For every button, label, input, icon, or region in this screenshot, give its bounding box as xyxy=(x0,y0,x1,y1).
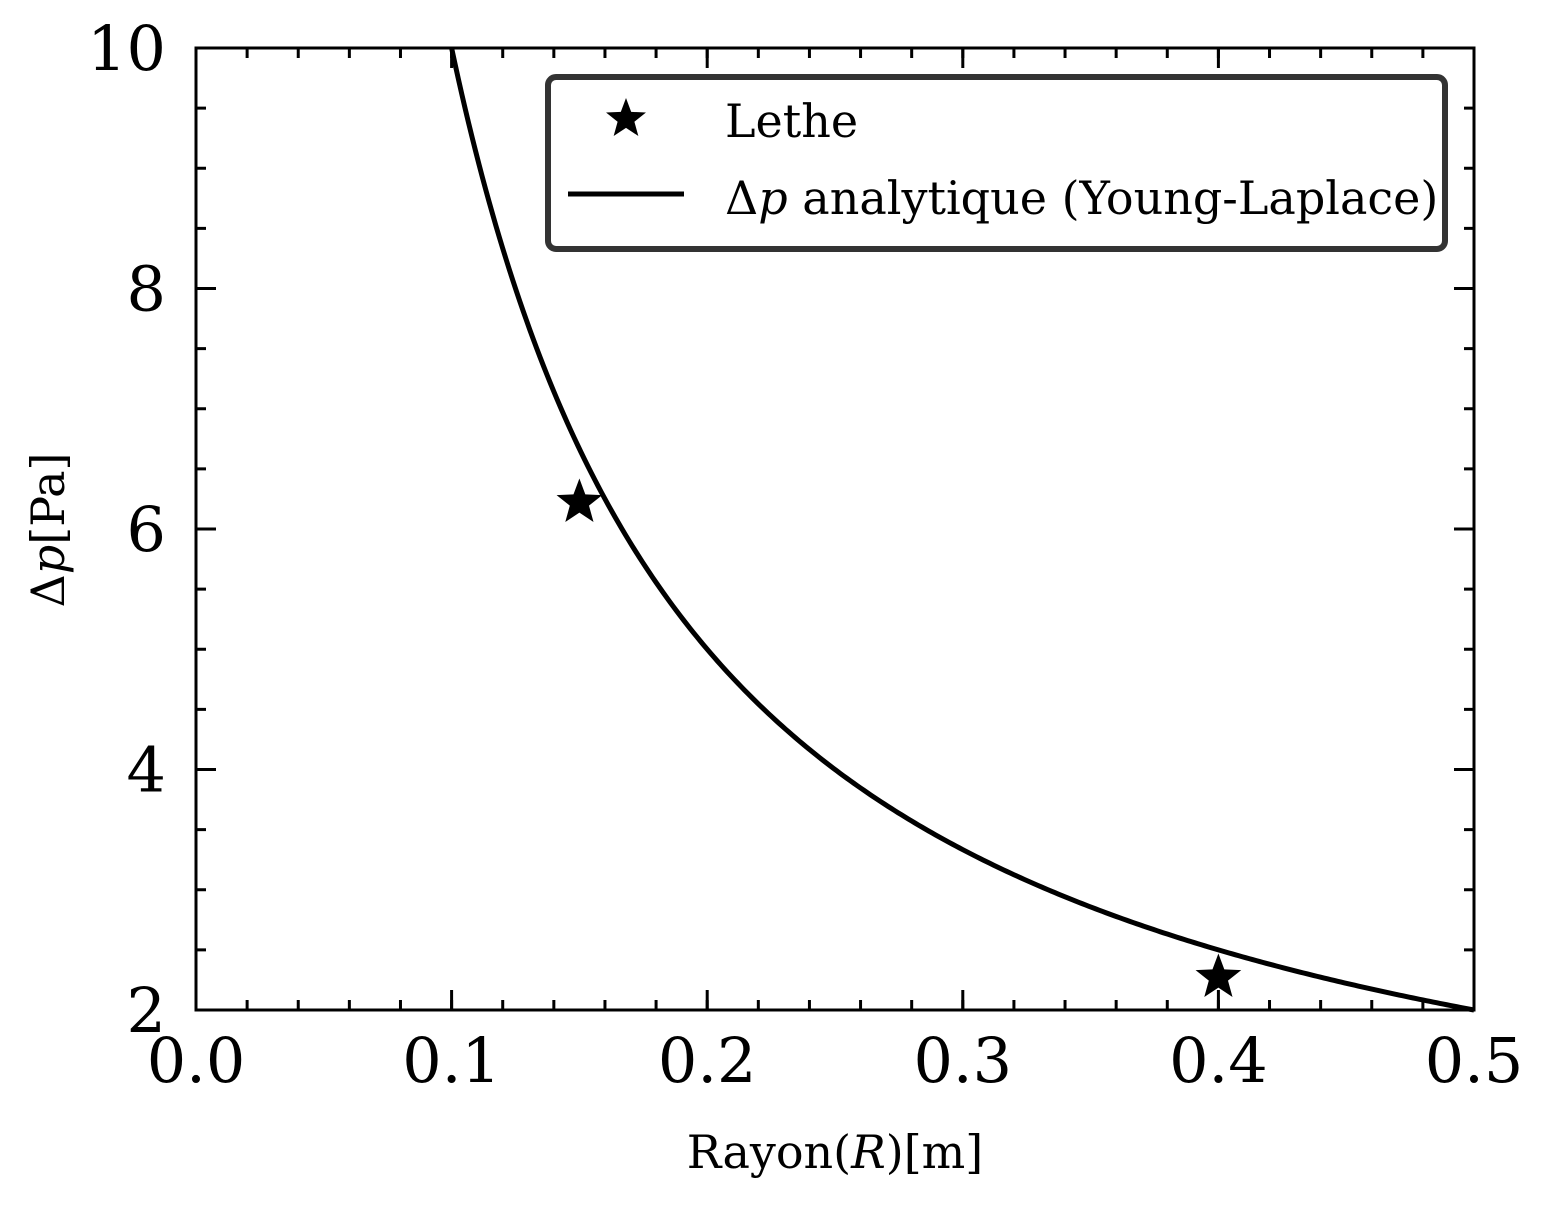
legend-analytic-prefix: Δ xyxy=(725,171,758,225)
x-tick-label: 0.1 xyxy=(402,1024,501,1097)
y-axis-label-var: p xyxy=(21,545,75,574)
y-axis-label-suffix: [Pa] xyxy=(21,453,75,545)
legend-analytic-var: p xyxy=(758,171,787,225)
x-tick-label: 0.3 xyxy=(913,1024,1012,1097)
legend-star-marker xyxy=(606,98,646,136)
series-point-lethe xyxy=(556,478,603,522)
y-axis-label-prefix: Δ xyxy=(21,574,75,607)
y-tick-label: 2 xyxy=(127,974,166,1047)
y-axis-label: Δp[Pa] xyxy=(21,453,75,608)
series-layer xyxy=(449,47,1475,1013)
legend-label-lethe: Lethe xyxy=(725,94,858,148)
x-tick-label: 0.5 xyxy=(1425,1024,1524,1097)
y-tick-label: 10 xyxy=(87,12,166,85)
x-tick-label: 0.0 xyxy=(147,1024,246,1097)
series-point-lethe xyxy=(1195,953,1242,997)
tick-labels: 0.0 0.1 0.2 0.3 0.4 0.5 2 4 6 8 10 xyxy=(87,12,1523,1097)
x-axis-label: Rayon(R)[m] xyxy=(687,1125,983,1179)
plot-frame xyxy=(194,46,1476,1012)
y-tick-label: 8 xyxy=(127,253,166,326)
legend-label-analytic: Δp analytique (Young-Laplace) xyxy=(725,171,1438,225)
legend: Lethe Δp analytique (Young-Laplace) xyxy=(545,74,1448,252)
legend-box xyxy=(545,74,1448,252)
x-axis-label-suffix: )[m] xyxy=(886,1125,983,1179)
legend-analytic-suffix: analytique (Young-Laplace) xyxy=(788,171,1439,225)
series-line-analytic xyxy=(449,47,1475,1013)
x-tick-label: 0.4 xyxy=(1169,1024,1268,1097)
x-axis-label-var: R xyxy=(850,1125,886,1179)
x-tick-label: 0.2 xyxy=(658,1024,757,1097)
y-tick-label: 4 xyxy=(127,734,166,807)
x-axis-label-prefix: Rayon( xyxy=(687,1125,851,1179)
y-tick-label: 6 xyxy=(127,493,166,566)
